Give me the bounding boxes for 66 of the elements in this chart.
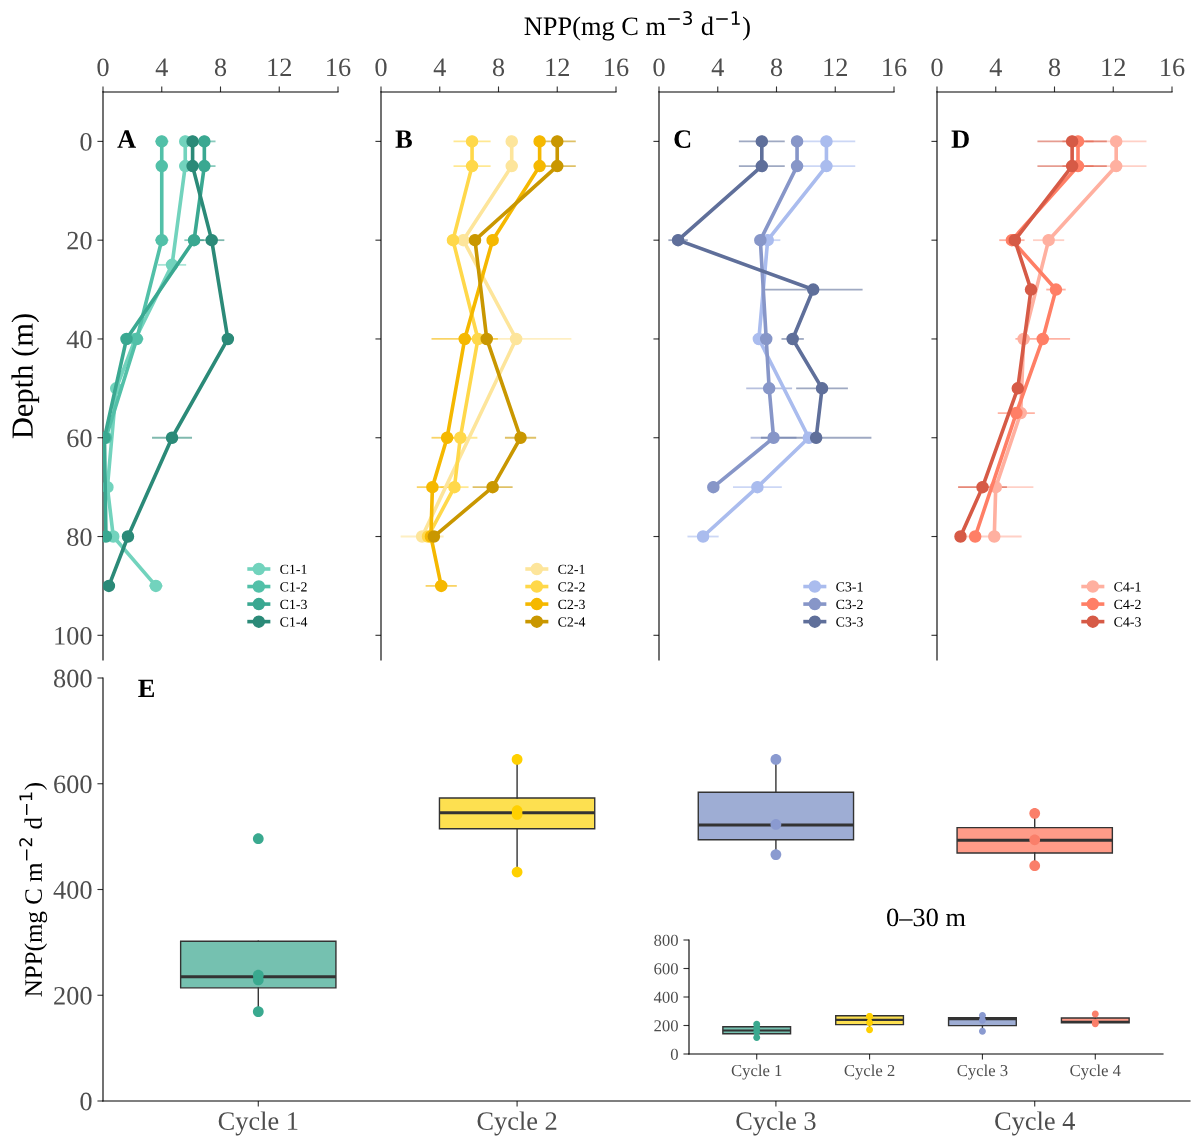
legend-label: C2-4 [558,617,586,627]
text: NPP(mg C m$^{−3}$ d$^{−1}$) [524,11,750,41]
x-tick-label: 4 [711,58,724,76]
x-tick-label: 16 [605,58,629,77]
legend-label: C4-3 [1114,617,1141,627]
legend-label: C2-1 [558,564,585,574]
y-tick-label: 60 [67,429,92,448]
y-tick-label: 400 [53,881,92,899]
legend-label: C3-1 [836,582,863,592]
chart-title: 0–30 m [887,908,966,927]
x-tick-label: Cycle 2 [844,1064,895,1080]
x-tick-label: 0 [97,58,109,77]
text: D [951,130,969,148]
legend-label: C2-3 [558,599,585,610]
x-tick-label: Cycle 1 [218,1111,298,1136]
y-tick-label: 600 [654,963,678,975]
y-tick-label: 0 [80,133,92,151]
x-tick-label: 12 [546,58,569,76]
y-tick-label: 800 [654,934,678,946]
x-tick-label: Cycle 1 [731,1064,782,1080]
y-tick-label: 800 [54,669,92,688]
y-tick-label: 0 [80,1092,92,1111]
x-tick-label: 4 [155,58,168,76]
legend-label: C4-1 [1114,582,1141,592]
x-tick-label: Cycle 4 [1070,1064,1121,1080]
x-tick-label: 0 [375,58,387,77]
x-tick-label: 16 [327,58,351,77]
x-tick-label: 12 [268,58,291,76]
legend-label: C3-3 [836,617,863,627]
x-tick-label: 8 [492,58,505,77]
legend-label: C3-2 [836,599,863,610]
x-tick-label: 12 [824,58,847,76]
x-tick-label: Cycle 3 [957,1064,1008,1080]
y-tick-label: 200 [654,1020,678,1032]
text: B [395,130,412,148]
y-tick-label: 400 [653,991,678,1003]
y-axis-title: NPP(mg C m$^{−2}$ d$^{−1}$) [19,783,48,997]
text: C [674,130,691,148]
text: A [117,130,136,148]
x-tick-label: 0 [931,58,943,77]
x-tick-label: 8 [214,58,227,77]
x-tick-label: 16 [1161,58,1185,77]
legend-label: C1-1 [280,564,307,574]
chart-title: E [138,679,155,698]
legend-label: C2-2 [558,582,585,592]
y-tick-label: 0 [670,1048,678,1060]
y-tick-label: 200 [54,986,92,1005]
x-tick-label: 8 [1048,58,1061,77]
legend-label: C4-2 [1114,599,1141,610]
x-tick-label: 16 [883,58,907,77]
x-tick-label: 8 [770,58,783,77]
legend-label: C1-2 [280,582,307,592]
y-tick-label: 20 [67,231,92,250]
x-tick-label: Cycle 3 [736,1111,816,1136]
x-tick-label: 4 [433,58,446,76]
y-tick-label: 40 [66,330,92,349]
y-tick-label: 80 [67,528,92,546]
x-tick-label: 12 [1102,58,1125,76]
y-tick-label: 100 [55,626,92,645]
x-tick-label: Cycle 2 [477,1111,557,1136]
legend-label: C1-4 [280,617,308,627]
x-tick-label: Cycle 4 [995,1111,1075,1136]
y-axis-title: Depth (m) [11,314,40,439]
legend-label: C1-3 [280,599,307,610]
x-tick-label: 4 [989,58,1002,76]
y-tick-label: 600 [54,775,92,794]
